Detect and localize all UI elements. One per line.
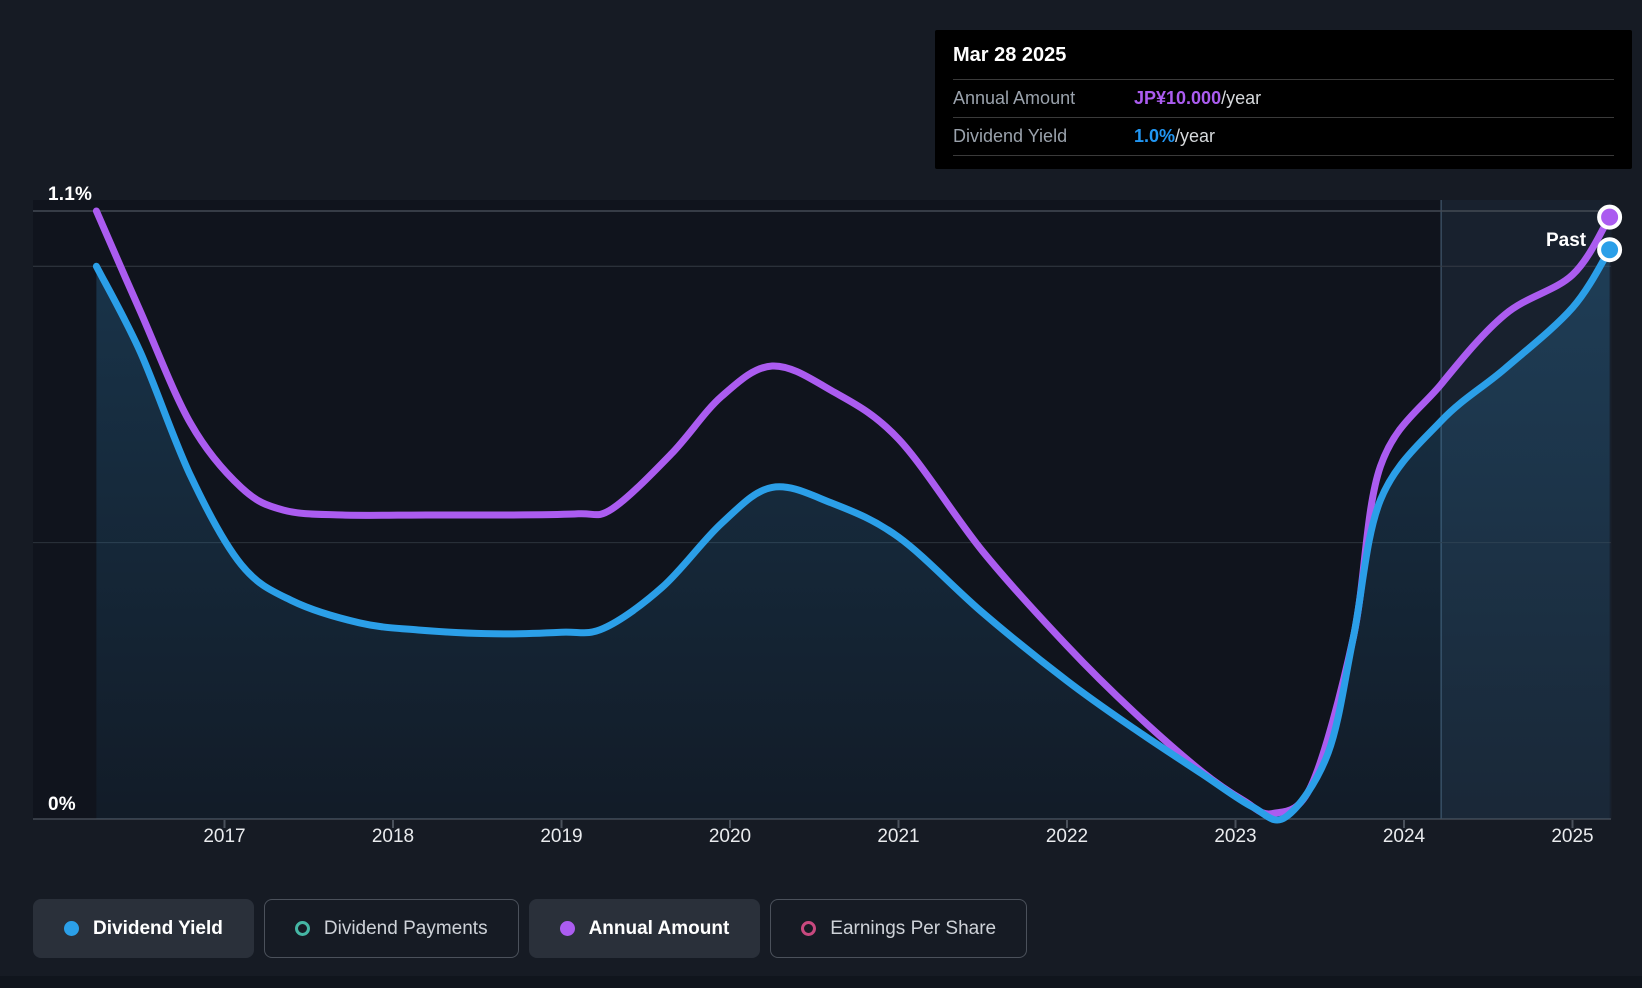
x-axis-label-2017: 2017 <box>203 826 246 847</box>
dividend-yield-end-marker <box>1597 237 1623 263</box>
legend-ring-icon <box>294 921 310 936</box>
tooltip-label: Dividend Yield <box>953 126 1068 146</box>
legend-dot-icon <box>559 921 575 936</box>
bottom-edge-strip <box>0 976 1642 988</box>
tooltip-row-annual-amount: Annual Amount JP¥10.000/year <box>953 79 1614 117</box>
legend-dot-icon <box>64 921 79 936</box>
y-axis-zero-label: 0% <box>48 794 76 815</box>
legend-button-annual-amount[interactable]: Annual Amount <box>528 899 761 958</box>
legend-button-dividend-payments[interactable]: Dividend Payments <box>263 899 519 958</box>
tooltip-row-dividend-yield: Dividend Yield 1.0%/year <box>953 117 1614 155</box>
legend-label: Dividend Yield <box>93 917 223 939</box>
x-axis-label-2022: 2022 <box>1045 826 1089 847</box>
annual-amount-end-marker <box>1597 204 1623 230</box>
y-axis-max-label: 1.1% <box>48 184 93 205</box>
past-label: Past <box>1546 230 1587 251</box>
legend-ring-icon <box>801 921 817 936</box>
tooltip-value-annual-amount: JP¥10.000/year <box>1134 88 1262 108</box>
tooltip-divider <box>953 155 1614 157</box>
x-axis-label-2020: 2020 <box>708 826 752 847</box>
x-axis-label-2025: 2025 <box>1551 826 1594 847</box>
x-axis-label-2023: 2023 <box>1214 826 1257 847</box>
tooltip-label: Annual Amount <box>953 88 1076 108</box>
chart-legend: Dividend Yield Dividend Payments Annual Am… <box>33 899 1028 958</box>
annual-amount-line <box>92 207 1614 818</box>
tooltip-date: Mar 28 2025 <box>953 44 1067 66</box>
tooltip-value-dividend-yield: 1.0%/year <box>1134 126 1216 146</box>
legend-label: Earnings Per Share <box>830 917 997 939</box>
x-axis-label-2018: 2018 <box>371 826 415 847</box>
x-axis-label-2024: 2024 <box>1382 826 1426 847</box>
chart-tooltip: Mar 28 2025 Annual Amount JP¥10.000/year… <box>935 30 1632 169</box>
legend-label: Annual Amount <box>588 917 730 939</box>
legend-button-dividend-yield[interactable]: Dividend Yield <box>33 899 254 958</box>
legend-label: Dividend Payments <box>323 917 488 939</box>
x-axis-label-2019: 2019 <box>540 826 583 847</box>
dividend-yield-line <box>92 246 1614 824</box>
legend-button-earnings-per-share[interactable]: Earnings Per Share <box>770 899 1028 958</box>
dividend-yield-area <box>96 249 1610 821</box>
x-axis-label-2021: 2021 <box>877 826 920 847</box>
